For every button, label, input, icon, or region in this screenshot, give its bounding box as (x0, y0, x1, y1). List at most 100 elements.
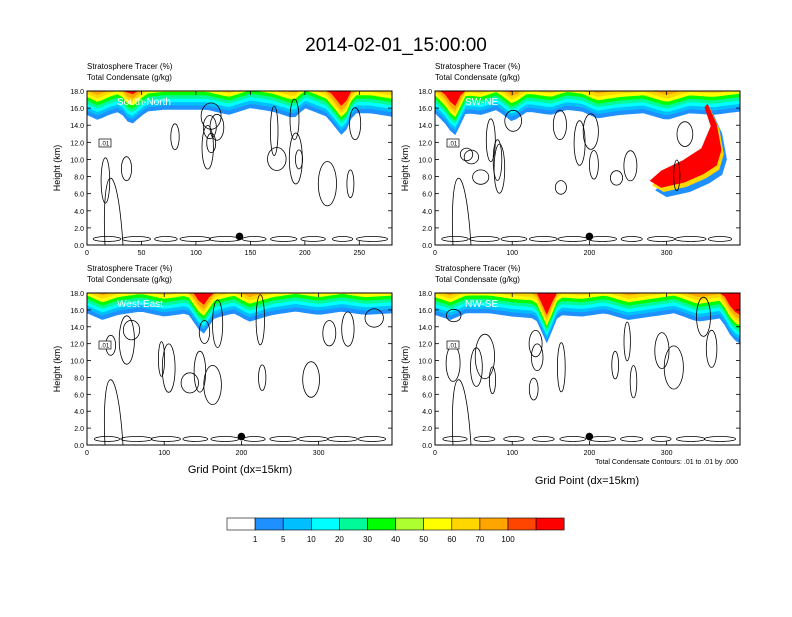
contour-note: Total Condensate Contours: .01 to .01 by… (595, 459, 738, 466)
panel-label: South-North (117, 97, 171, 108)
condensate-contour (470, 347, 483, 387)
low-cloud-contour (270, 236, 298, 242)
y-tick-label: 12.0 (418, 342, 432, 349)
tracer-band (435, 293, 740, 333)
deep-convection-contour (452, 379, 472, 445)
low-cloud-contour (559, 436, 587, 442)
y-tick-label: 0.0 (422, 243, 432, 250)
condensate-contour (317, 161, 337, 207)
condensate-contours (93, 294, 387, 445)
y-tick-label: 10.0 (418, 359, 432, 366)
tracer-band (435, 293, 740, 323)
condensate-contour (255, 294, 265, 346)
condensate-contour (629, 365, 638, 399)
condensate-contours (441, 109, 733, 245)
panel-south-north: South-North .01 0.0 2.0 4.0 6.0 8.0 10.0 12.0 14.… (52, 62, 393, 257)
condensate-contour (654, 332, 670, 370)
panel-subtitle-tracer: Stratosphere Tracer (%) (435, 62, 521, 71)
condensate-contour (288, 132, 303, 185)
panel-subtitle-condensate: Total Condensate (g/kg) (87, 275, 172, 284)
colorbar-label: 5 (281, 535, 286, 544)
y-axis-label: Height (km) (52, 145, 62, 192)
contour-label: .01 (449, 344, 458, 350)
low-cloud-contour (503, 436, 525, 442)
plot-frame (434, 90, 741, 246)
panel-west-east: West-East .01 0.0 2.0 4.0 6.0 8.0 10.0 12.0 14.0 1… (52, 264, 393, 457)
x-tick-label: 200 (584, 450, 596, 457)
low-cloud-contour (300, 236, 326, 242)
colorbar-label: 70 (475, 535, 484, 544)
low-cloud-contour (675, 436, 706, 442)
condensate-contour (528, 377, 539, 401)
colorbar: 1 5 10 20 30 40 50 60 70 100 (226, 517, 565, 544)
condensate-contour (485, 118, 496, 162)
y-tick-label: 16.0 (70, 308, 84, 315)
x-tick-label: 200 (236, 450, 248, 457)
y-tick-label: 14.0 (70, 325, 84, 332)
condensate-contour (705, 329, 718, 368)
x-tick-label: 100 (158, 450, 170, 457)
condensate-contour (364, 308, 384, 328)
condensate-contour (488, 366, 496, 395)
low-cloud-contour (120, 436, 153, 442)
condensate-contour (289, 98, 300, 140)
y-tick-label: 0.0 (422, 443, 432, 450)
y-tick-label: 16.0 (418, 106, 432, 113)
low-cloud-contour (441, 236, 469, 242)
x-tick-label: 0 (433, 450, 437, 457)
panel-label: NW-SE (465, 299, 498, 310)
condensate-contour (582, 113, 599, 150)
condensate-contour (161, 343, 176, 393)
colorbar-swatch (339, 517, 368, 531)
plot-area (87, 293, 392, 445)
colorbar-swatch (310, 517, 340, 531)
colorbar-swatch (254, 517, 284, 531)
tracer-band (87, 293, 392, 320)
y-tick-label: 6.0 (422, 392, 432, 399)
x-tick-label: 200 (299, 250, 311, 257)
colorbar-swatch (507, 517, 537, 531)
y-tick-label: 18.0 (418, 291, 432, 298)
low-cloud-contour (531, 436, 555, 442)
panel-nw-se: NW-SE .01 0.0 2.0 4.0 6.0 8.0 10.0 12.0 14.0 16.0 1… (400, 264, 741, 457)
low-cloud-contour (703, 436, 737, 442)
y-tick-label: 18.0 (418, 89, 432, 96)
plot-area (87, 91, 392, 245)
y-tick-label: 18.0 (70, 291, 84, 298)
condensate-contour (258, 364, 267, 391)
low-cloud-contour (473, 436, 496, 442)
condensate-contour (193, 350, 207, 393)
location-marker (585, 232, 594, 241)
x-tick-label: 100 (506, 450, 518, 457)
low-cloud-contour (241, 236, 267, 242)
x-tick-label: 100 (506, 250, 518, 257)
low-cloud-contour (179, 236, 212, 242)
tracer-band (87, 91, 392, 124)
x-tick-label: 150 (245, 250, 257, 257)
condensate-contour (446, 308, 462, 323)
condensate-contours (442, 296, 737, 445)
condensate-contour (472, 169, 490, 185)
location-marker (235, 232, 244, 241)
condensate-contour (201, 125, 214, 170)
plot-area (435, 91, 740, 245)
x-tick-label: 0 (85, 450, 89, 457)
y-tick-label: 4.0 (74, 209, 84, 216)
panels: South-North .01 0.0 2.0 4.0 6.0 8.0 10.0 12.0 14.… (52, 62, 741, 457)
condensate-contour (349, 107, 362, 141)
condensate-contour (474, 333, 495, 380)
colorbar-label: 10 (307, 535, 316, 544)
condensate-contour (157, 341, 165, 377)
condensate-contour (270, 105, 279, 156)
figure-title: 2014-02-01_15:00:00 (305, 35, 487, 56)
contour-label: .01 (449, 142, 458, 148)
colorbar-swatch (395, 517, 425, 531)
low-cloud-contour (331, 236, 354, 242)
low-cloud-contour (620, 236, 643, 242)
low-cloud-contour (650, 436, 672, 442)
low-cloud-contour (154, 236, 178, 242)
panel-subtitle-tracer: Stratosphere Tracer (%) (87, 264, 173, 273)
location-marker (585, 432, 594, 441)
low-cloud-contour (269, 436, 299, 442)
tracer-band (87, 293, 392, 316)
